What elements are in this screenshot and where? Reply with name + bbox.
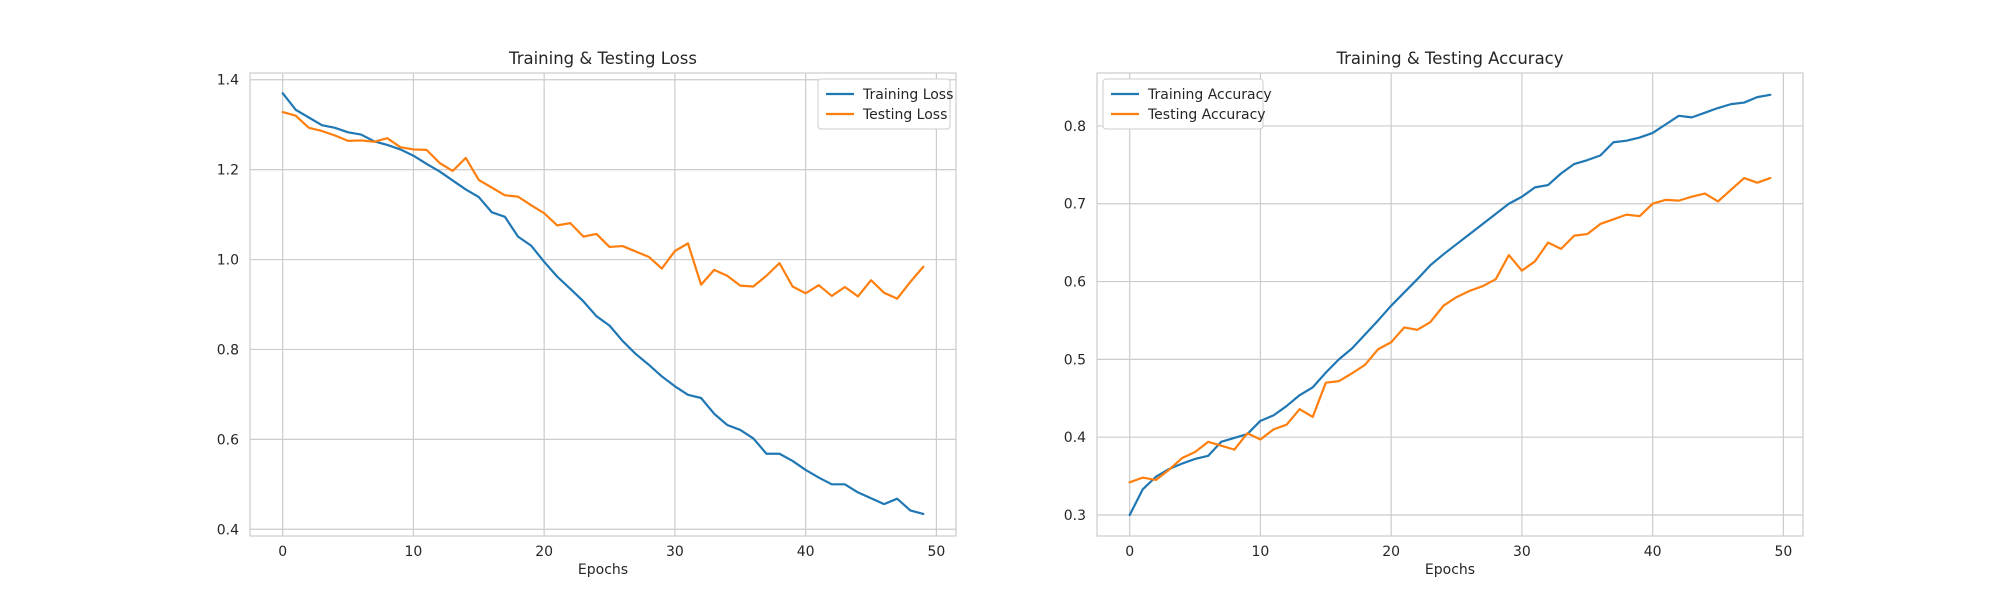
legend: Training Accuracy Testing Accuracy: [1102, 78, 1272, 130]
x-tick-label: 50: [927, 544, 945, 560]
chart-title: Training & Testing Loss: [508, 49, 697, 68]
y-tick-label: 0.4: [217, 522, 239, 538]
legend-box: [817, 78, 951, 130]
plot-frame: [1096, 72, 1804, 537]
chart-title: Training & Testing Accuracy: [1335, 49, 1563, 68]
x-tick-label: 50: [1774, 544, 1792, 560]
x-tick-label: 0: [278, 544, 287, 560]
y-tick-label: 1.2: [217, 163, 239, 179]
chart-2: 0 10 20 30 40 50 0.3 0.4 0.5 0.6 0.7 0.8 Training & …: [1064, 49, 1804, 578]
series-line-training-loss: [281, 92, 925, 516]
legend-label-training-accuracy: Training Accuracy: [1147, 87, 1272, 103]
x-tick-label: 20: [535, 544, 553, 560]
x-tick-label: 10: [405, 544, 423, 560]
x-axis-label: Epochs: [1425, 562, 1475, 578]
y-tick-label: 0.5: [1064, 352, 1086, 368]
series-line-training-accuracy: [1128, 93, 1772, 517]
x-tick-label: 10: [1252, 544, 1270, 560]
y-tick-label: 1.4: [217, 73, 239, 89]
y-tick-label: 0.8: [217, 342, 239, 358]
x-tick-label: 0: [1125, 544, 1134, 560]
plot-area: [1097, 73, 1803, 536]
series-line-testing-loss: [281, 111, 925, 300]
y-tick-label: 0.3: [1064, 508, 1086, 524]
legend-label-testing-accuracy: Testing Accuracy: [1147, 107, 1266, 123]
y-tick-label: 0.6: [217, 432, 239, 448]
legend-label-training-loss: Training Loss: [862, 87, 953, 103]
legend-label-testing-loss: Testing Loss: [862, 107, 947, 123]
chart-1: 0 10 20 30 40 50 0.4 0.6 0.8 1.0 1.2 1.4 Training & …: [217, 49, 957, 578]
y-tick-label: 0.6: [1064, 275, 1086, 291]
x-tick-label: 30: [1513, 544, 1531, 560]
x-tick-label: 40: [797, 544, 815, 560]
plot-area: [250, 73, 956, 536]
legend: Training Loss Testing Loss: [817, 78, 953, 130]
legend-box: [1102, 78, 1264, 130]
y-tick-label: 1.0: [217, 253, 239, 269]
y-tick-label: 0.8: [1064, 119, 1086, 135]
x-axis-label: Epochs: [578, 562, 628, 578]
y-tick-label: 0.7: [1064, 197, 1086, 213]
x-tick-label: 20: [1382, 544, 1400, 560]
y-tick-label: 0.4: [1064, 430, 1086, 446]
x-tick-label: 30: [666, 544, 684, 560]
series-line-testing-accuracy: [1128, 176, 1772, 484]
x-tick-label: 40: [1644, 544, 1662, 560]
plot-frame: [249, 72, 957, 537]
